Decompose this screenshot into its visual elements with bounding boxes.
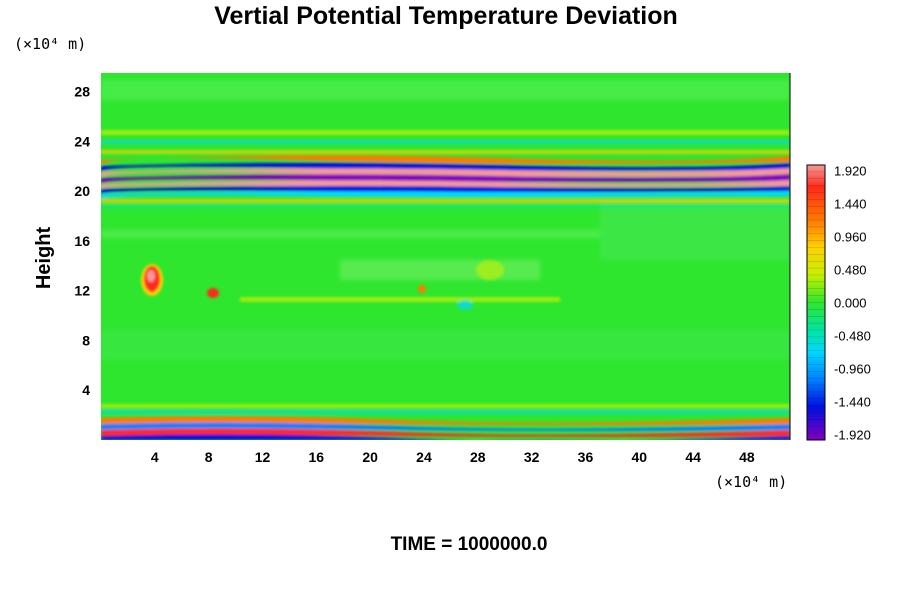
x-tick-label: 20 [362,449,378,465]
background-texture [101,80,790,360]
colorbar-tick-label: 0.000 [834,296,867,311]
x-tick-label: 12 [255,449,271,465]
x-tick-label: 16 [309,449,325,465]
x-tick-label: 44 [685,449,701,465]
y-tick-labels: 4 8 12 16 20 24 28 [74,84,90,399]
x-tick-label: 24 [416,449,432,465]
y-axis-label: Height [33,227,55,290]
chart-title: Vertial Potential Temperature Deviation [214,2,678,30]
y-tick-label: 12 [74,283,90,299]
colorbar-tick-label: 0.960 [834,230,867,245]
x-tick-label: 28 [470,449,486,465]
colorbar-tick-label: -0.960 [834,362,871,377]
y-tick-label: 24 [74,133,90,149]
upper-wave-band [101,130,790,208]
colorbar [806,164,826,441]
x-tick-label: 40 [631,449,647,465]
colorbar-tick-label: 1.920 [834,164,867,179]
x-tick-label: 8 [205,449,213,465]
x-unit-label: (×10⁴ m) [715,473,787,491]
colorbar-levels [807,171,825,434]
x-tick-label: 48 [739,449,755,465]
y-tick-label: 16 [74,233,90,249]
colorbar-tick-label: 1.440 [834,197,867,212]
x-tick-label: 36 [578,449,594,465]
colorbar-tick-labels: 1.920 1.440 0.960 0.480 0.000 -0.480 -0.960 -1.… [834,164,871,443]
heatmap-field [101,73,790,440]
x-tick-label: 32 [524,449,540,465]
y-unit-label: (×10⁴ m) [14,35,86,53]
time-label: TIME = 1000000.0 [391,534,548,555]
colorbar-tick-label: -1.920 [834,428,871,443]
colorbar-tick-label: -1.440 [834,395,871,410]
x-tick-labels: 4 8 12 16 20 24 28 32 36 40 44 48 [151,449,755,465]
y-tick-label: 4 [82,382,90,398]
colorbar-tick-label: -0.480 [834,329,871,344]
x-tick-label: 4 [151,449,159,465]
colorbar-tick-label: 0.480 [834,263,867,278]
y-tick-label: 28 [74,84,90,100]
y-tick-label: 8 [82,332,90,348]
lower-wave-band [101,404,790,440]
y-tick-label: 20 [74,183,90,199]
warm-anomalies [141,260,560,310]
